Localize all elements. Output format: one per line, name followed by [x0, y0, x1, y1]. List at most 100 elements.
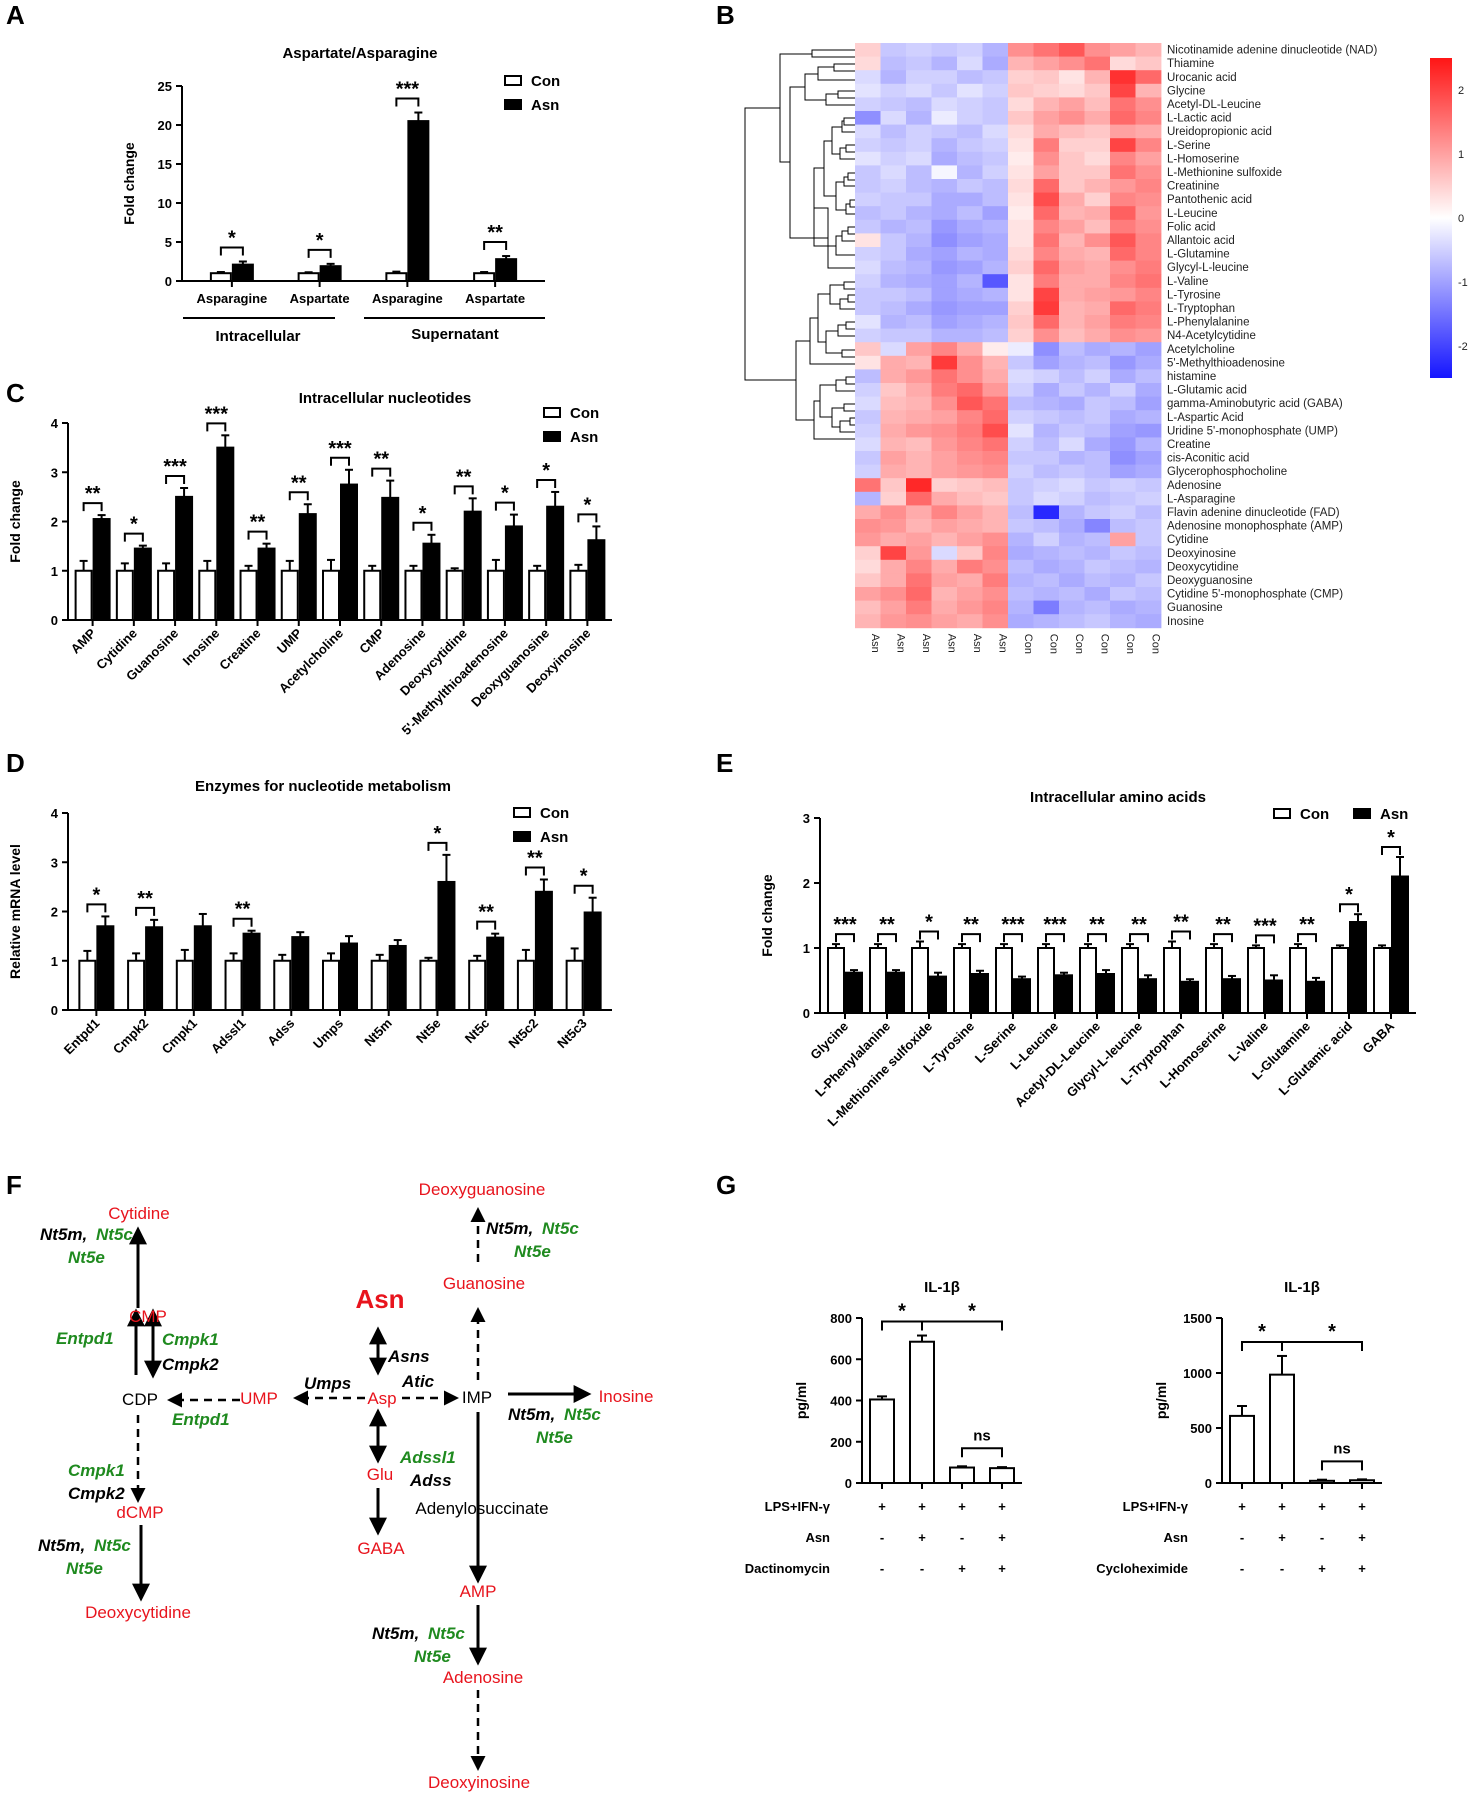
chart-title: Aspartate/Asparagine: [282, 45, 437, 62]
significance-label: *: [542, 460, 550, 482]
bar-con: [175, 959, 194, 1011]
heatmap-cell: [855, 587, 881, 601]
significance-label: *: [1387, 827, 1395, 849]
dendrogram-branch: [817, 293, 830, 343]
heatmap-cell: [1008, 505, 1034, 520]
heatmap-cell: [957, 383, 983, 397]
heatmap-cell: [1008, 274, 1034, 289]
heatmap-cell: [957, 124, 983, 139]
heatmap-row-label: L-Tryptophan: [1167, 303, 1235, 315]
bar-con: [827, 947, 845, 1014]
heatmap-cell: [1033, 179, 1060, 193]
significance-label: **: [291, 472, 307, 494]
heatmap-cell: [1059, 219, 1085, 234]
heatmap-cell: [1135, 451, 1162, 465]
heatmap-row-label: Glycerophosphocholine: [1167, 466, 1287, 478]
heatmap-cell: [982, 423, 1009, 438]
heatmap-cell: [906, 423, 932, 438]
heatmap-row-label: Guanosine: [1167, 602, 1223, 614]
heatmap-cell: [931, 301, 958, 316]
heatmap-cell: [1033, 206, 1060, 221]
heatmap-cell: [957, 179, 983, 193]
heatmap-cell: [931, 369, 958, 384]
heatmap-cell: [1033, 437, 1060, 452]
heatmap-cell: [855, 179, 881, 193]
dendrogram-branch: [845, 321, 855, 330]
legend-label-con: Con: [531, 73, 560, 90]
enzyme-cmpk2-2: Cmpk2: [68, 1484, 125, 1503]
heatmap-row-label: L-Homoserine: [1167, 153, 1239, 165]
bar-con: [1247, 947, 1265, 1014]
heatmap-cell: [1110, 151, 1136, 166]
heatmap-cell: [931, 260, 958, 275]
significance-bracket: [395, 97, 420, 107]
bar-con: [198, 569, 217, 621]
heatmap-cell: [1059, 464, 1085, 479]
heatmap-cell: [1084, 600, 1111, 615]
heatmap-cell: [931, 233, 958, 248]
label-cdp: CDP: [122, 1390, 158, 1409]
heatmap-cell: [1033, 587, 1060, 601]
heatmap-cell: [1110, 328, 1136, 343]
heatmap-cell: [1110, 70, 1136, 85]
x-tick-label: Aspartate: [465, 291, 525, 306]
y-tick-label: 1000: [1183, 1366, 1212, 1381]
heatmap-cell: [1084, 546, 1111, 561]
heatmap-cell: [855, 342, 881, 357]
x-tick-label: Nt5c3: [554, 1016, 590, 1052]
bar-con: [468, 959, 487, 1011]
x-tick-label: GABA: [1359, 1018, 1397, 1056]
heatmap-col-label: Con: [1098, 634, 1110, 654]
heatmap-cell: [906, 342, 932, 357]
heatmap-cell: [1033, 573, 1060, 588]
bar-asn: [422, 542, 441, 621]
heatmap-cell: [1008, 111, 1034, 125]
bar-asn: [340, 483, 358, 621]
heatmap-cell: [906, 410, 932, 425]
y-tick-label: 10: [158, 196, 172, 211]
heatmap-cell: [855, 206, 881, 221]
enzyme-nt5c-1: Nt5c: [96, 1225, 133, 1244]
heatmap-cell: [1110, 165, 1136, 180]
heatmap-col-label: Asn: [920, 634, 932, 653]
bar-asn: [1013, 978, 1031, 1015]
panel-letter-b: B: [716, 0, 735, 30]
legend-swatch-asn: [1353, 808, 1371, 819]
heatmap-cell: [1008, 233, 1034, 248]
bar-asn: [381, 496, 400, 621]
significance-label: ***: [396, 79, 420, 101]
x-tick-label: Creatine: [216, 626, 263, 673]
significance-bracket: [1003, 933, 1023, 943]
heatmap-cell: [982, 206, 1009, 221]
heatmap-cell: [1110, 342, 1136, 357]
group-label-supernatant: Supernatant: [411, 326, 499, 343]
heatmap-cell: [1110, 233, 1136, 248]
heatmap-col-label: Con: [1124, 634, 1136, 654]
heatmap-row-label: Folic acid: [1167, 221, 1216, 233]
heatmap-cell: [1135, 328, 1162, 343]
heatmap-cell: [931, 573, 958, 588]
heatmap-cell: [1059, 192, 1085, 207]
heatmap-row-label: Thiamine: [1167, 58, 1214, 70]
chart-title: IL-1β: [1284, 1279, 1320, 1296]
bar-asn: [845, 971, 863, 1015]
bar: [1269, 1373, 1295, 1485]
chart-e: Intracellular amino acids 0 1 2 3 Fold change…: [759, 789, 1416, 1129]
heatmap-cell: [1008, 179, 1034, 193]
y-tick-label: 0: [845, 1476, 852, 1491]
heatmap-row-label: Glycyl-L-leucine: [1167, 262, 1249, 274]
heatmap-row-label: Adenosine monophosphate (AMP): [1167, 521, 1343, 533]
heatmap-cell: [906, 70, 932, 85]
condition-value: +: [998, 1499, 1006, 1514]
heatmap-cell: [1135, 260, 1162, 275]
heatmap-cell: [1084, 111, 1111, 125]
heatmap-cell: [1033, 124, 1060, 139]
heatmap-cell: [1135, 165, 1162, 180]
significance-label: ***: [205, 403, 229, 425]
condition-value: +: [1238, 1499, 1246, 1514]
dendrogram-branch: [845, 203, 855, 215]
heatmap-cell: [880, 423, 907, 438]
heatmap-row-label: L-Lactic acid: [1167, 113, 1232, 125]
heatmap-cell: [880, 219, 907, 234]
significance-bracket: [1339, 903, 1359, 913]
